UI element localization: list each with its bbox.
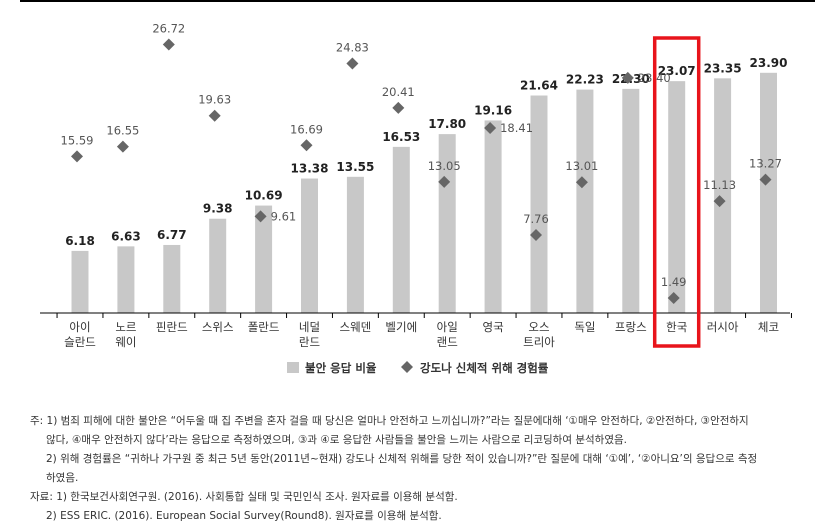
x-tick-label: 아일 랜드	[437, 320, 458, 349]
highlight-box	[652, 36, 701, 348]
x-tick-label: 벨기에	[385, 320, 417, 334]
marker-point	[116, 140, 129, 153]
x-tick-label: 아이 슬란드	[64, 320, 96, 349]
marker-point	[208, 109, 221, 122]
marker-point	[621, 71, 634, 84]
bar	[668, 81, 686, 313]
legend-marker-swatch	[401, 361, 413, 373]
x-tick-label: 러시아	[707, 320, 739, 334]
bar-value-label: 23.35	[704, 61, 742, 75]
note-line-2: 않다, ④매우 안전하지 않다’라는 응답으로 측정하였으며, ③과 ④로 응답…	[46, 434, 627, 446]
legend-bar-label: 불안 응답 비율	[305, 361, 377, 375]
marker-point	[300, 139, 313, 152]
marker-value-label: 18.41	[500, 121, 533, 135]
x-tick-label: 스위스	[202, 320, 234, 334]
marker-value-label: 19.63	[198, 93, 231, 107]
marker-point	[713, 195, 726, 208]
marker-value-label: 13.05	[428, 159, 461, 173]
markers-layer: 15.59 16.55 26.72 19.63 9.61 16.69 24.83 20.41 1…	[61, 21, 782, 305]
bar	[576, 89, 594, 313]
x-tick-label: 프랑스	[615, 320, 647, 334]
marker-point	[438, 175, 451, 188]
bar	[622, 88, 640, 313]
x-tick-label: 노르 웨이	[115, 320, 136, 349]
x-tick-label: 한국	[666, 320, 687, 334]
bar	[255, 205, 273, 313]
chart-notes: 주: 1) 범죄 피해에 대한 불안은 “어두울 때 집 주변을 혼자 걸을 때…	[30, 412, 830, 526]
marker-value-label: 1.49	[661, 275, 687, 289]
bar	[117, 246, 135, 313]
source-line-1: 자료: 1) 한국보건사회연구원. (2016). 사회통합 실태 및 국민인식…	[30, 491, 458, 503]
bar-value-label: 23.90	[750, 56, 788, 70]
marker-point	[575, 176, 588, 189]
legend: 불안 응답 비율 강도나 신체적 위해 경험률	[287, 361, 549, 375]
x-tick-label: 스웨덴	[340, 320, 372, 334]
marker-value-label: 11.13	[703, 178, 736, 192]
bars-layer: 6.18 6.63 6.77 9.38 10.69 13.38 13.55 16.53 17.8…	[65, 56, 788, 314]
bar	[301, 178, 318, 313]
bar-value-label: 22.23	[566, 73, 604, 87]
x-tick-label: 폴란드	[248, 320, 280, 334]
marker-value-label: 26.72	[152, 21, 185, 35]
bar	[484, 120, 502, 313]
marker-point	[530, 229, 542, 242]
marker-value-label: 13.01	[565, 159, 598, 173]
marker-value-label: 9.61	[271, 209, 297, 223]
marker-point	[346, 57, 359, 70]
legend-bar-swatch	[287, 362, 299, 373]
bar-value-label: 6.77	[157, 228, 187, 242]
bar	[530, 95, 548, 313]
bar	[209, 218, 227, 313]
marker-value-label: 24.83	[336, 40, 369, 54]
marker-value-label: 16.55	[106, 124, 139, 138]
bar	[71, 250, 89, 313]
bar-value-label: 21.64	[520, 79, 558, 93]
bar-value-label: 19.16	[474, 103, 512, 117]
marker-value-label: 13.27	[749, 157, 782, 171]
source-line-2: 2) ESS ERIC. (2016). European Social Sur…	[46, 510, 442, 522]
bar-value-label: 6.63	[111, 229, 141, 243]
bar-value-label: 9.38	[203, 202, 233, 216]
note-line-3: 2) 위해 경험률은 “귀하나 가구원 중 최근 5년 동안(2011년~현재)…	[46, 453, 758, 465]
x-tick-label: 독일	[574, 320, 595, 334]
bar-value-label: 13.38	[291, 162, 329, 176]
bar-value-label: 10.69	[245, 189, 283, 203]
x-tick-label: 핀란드	[156, 320, 188, 334]
marker-value-label: 20.41	[382, 85, 415, 99]
marker-point	[71, 150, 83, 163]
marker-point	[759, 173, 772, 186]
bar-value-label: 23.07	[658, 64, 696, 78]
bar	[760, 72, 777, 314]
marker-point	[254, 210, 267, 223]
bar-value-label: 6.18	[65, 234, 95, 248]
bar	[392, 146, 410, 313]
marker-point	[667, 292, 680, 305]
bar-value-label: 13.55	[336, 160, 374, 174]
x-tick-labels: 아이 슬란드 노르 웨이 핀란드 스위스 폴란드 네덜 란드 스웨덴 벨기에 아일 랜드 영국 오스 트리아 독…	[64, 320, 779, 349]
bar	[714, 78, 732, 314]
marker-point	[162, 38, 175, 51]
marker-point	[484, 121, 497, 134]
note-line-4: 하였음.	[46, 472, 79, 484]
bar-value-label: 16.53	[382, 130, 420, 144]
marker-value-label: 15.59	[61, 133, 94, 147]
marker-value-label: 7.76	[523, 212, 549, 226]
legend-marker-label: 강도나 신체적 위해 경험률	[420, 361, 549, 375]
x-tick-label: 오스 트리아	[523, 320, 555, 349]
note-line-1: 주: 1) 범죄 피해에 대한 불안은 “어두울 때 집 주변을 혼자 걸을 때…	[30, 415, 749, 427]
marker-value-label: 16.69	[290, 122, 323, 136]
x-tick-label: 네덜 란드	[299, 320, 320, 349]
chart: 6.18 6.63 6.77 9.38 10.69 13.38 13.55 16.53 17.8…	[20, 0, 815, 375]
bar	[346, 176, 364, 313]
x-tick-label: 영국	[483, 320, 504, 334]
marker-point	[392, 101, 405, 114]
bar	[163, 244, 181, 313]
x-tick-label: 체코	[758, 320, 779, 334]
bar-value-label: 17.80	[428, 117, 466, 131]
